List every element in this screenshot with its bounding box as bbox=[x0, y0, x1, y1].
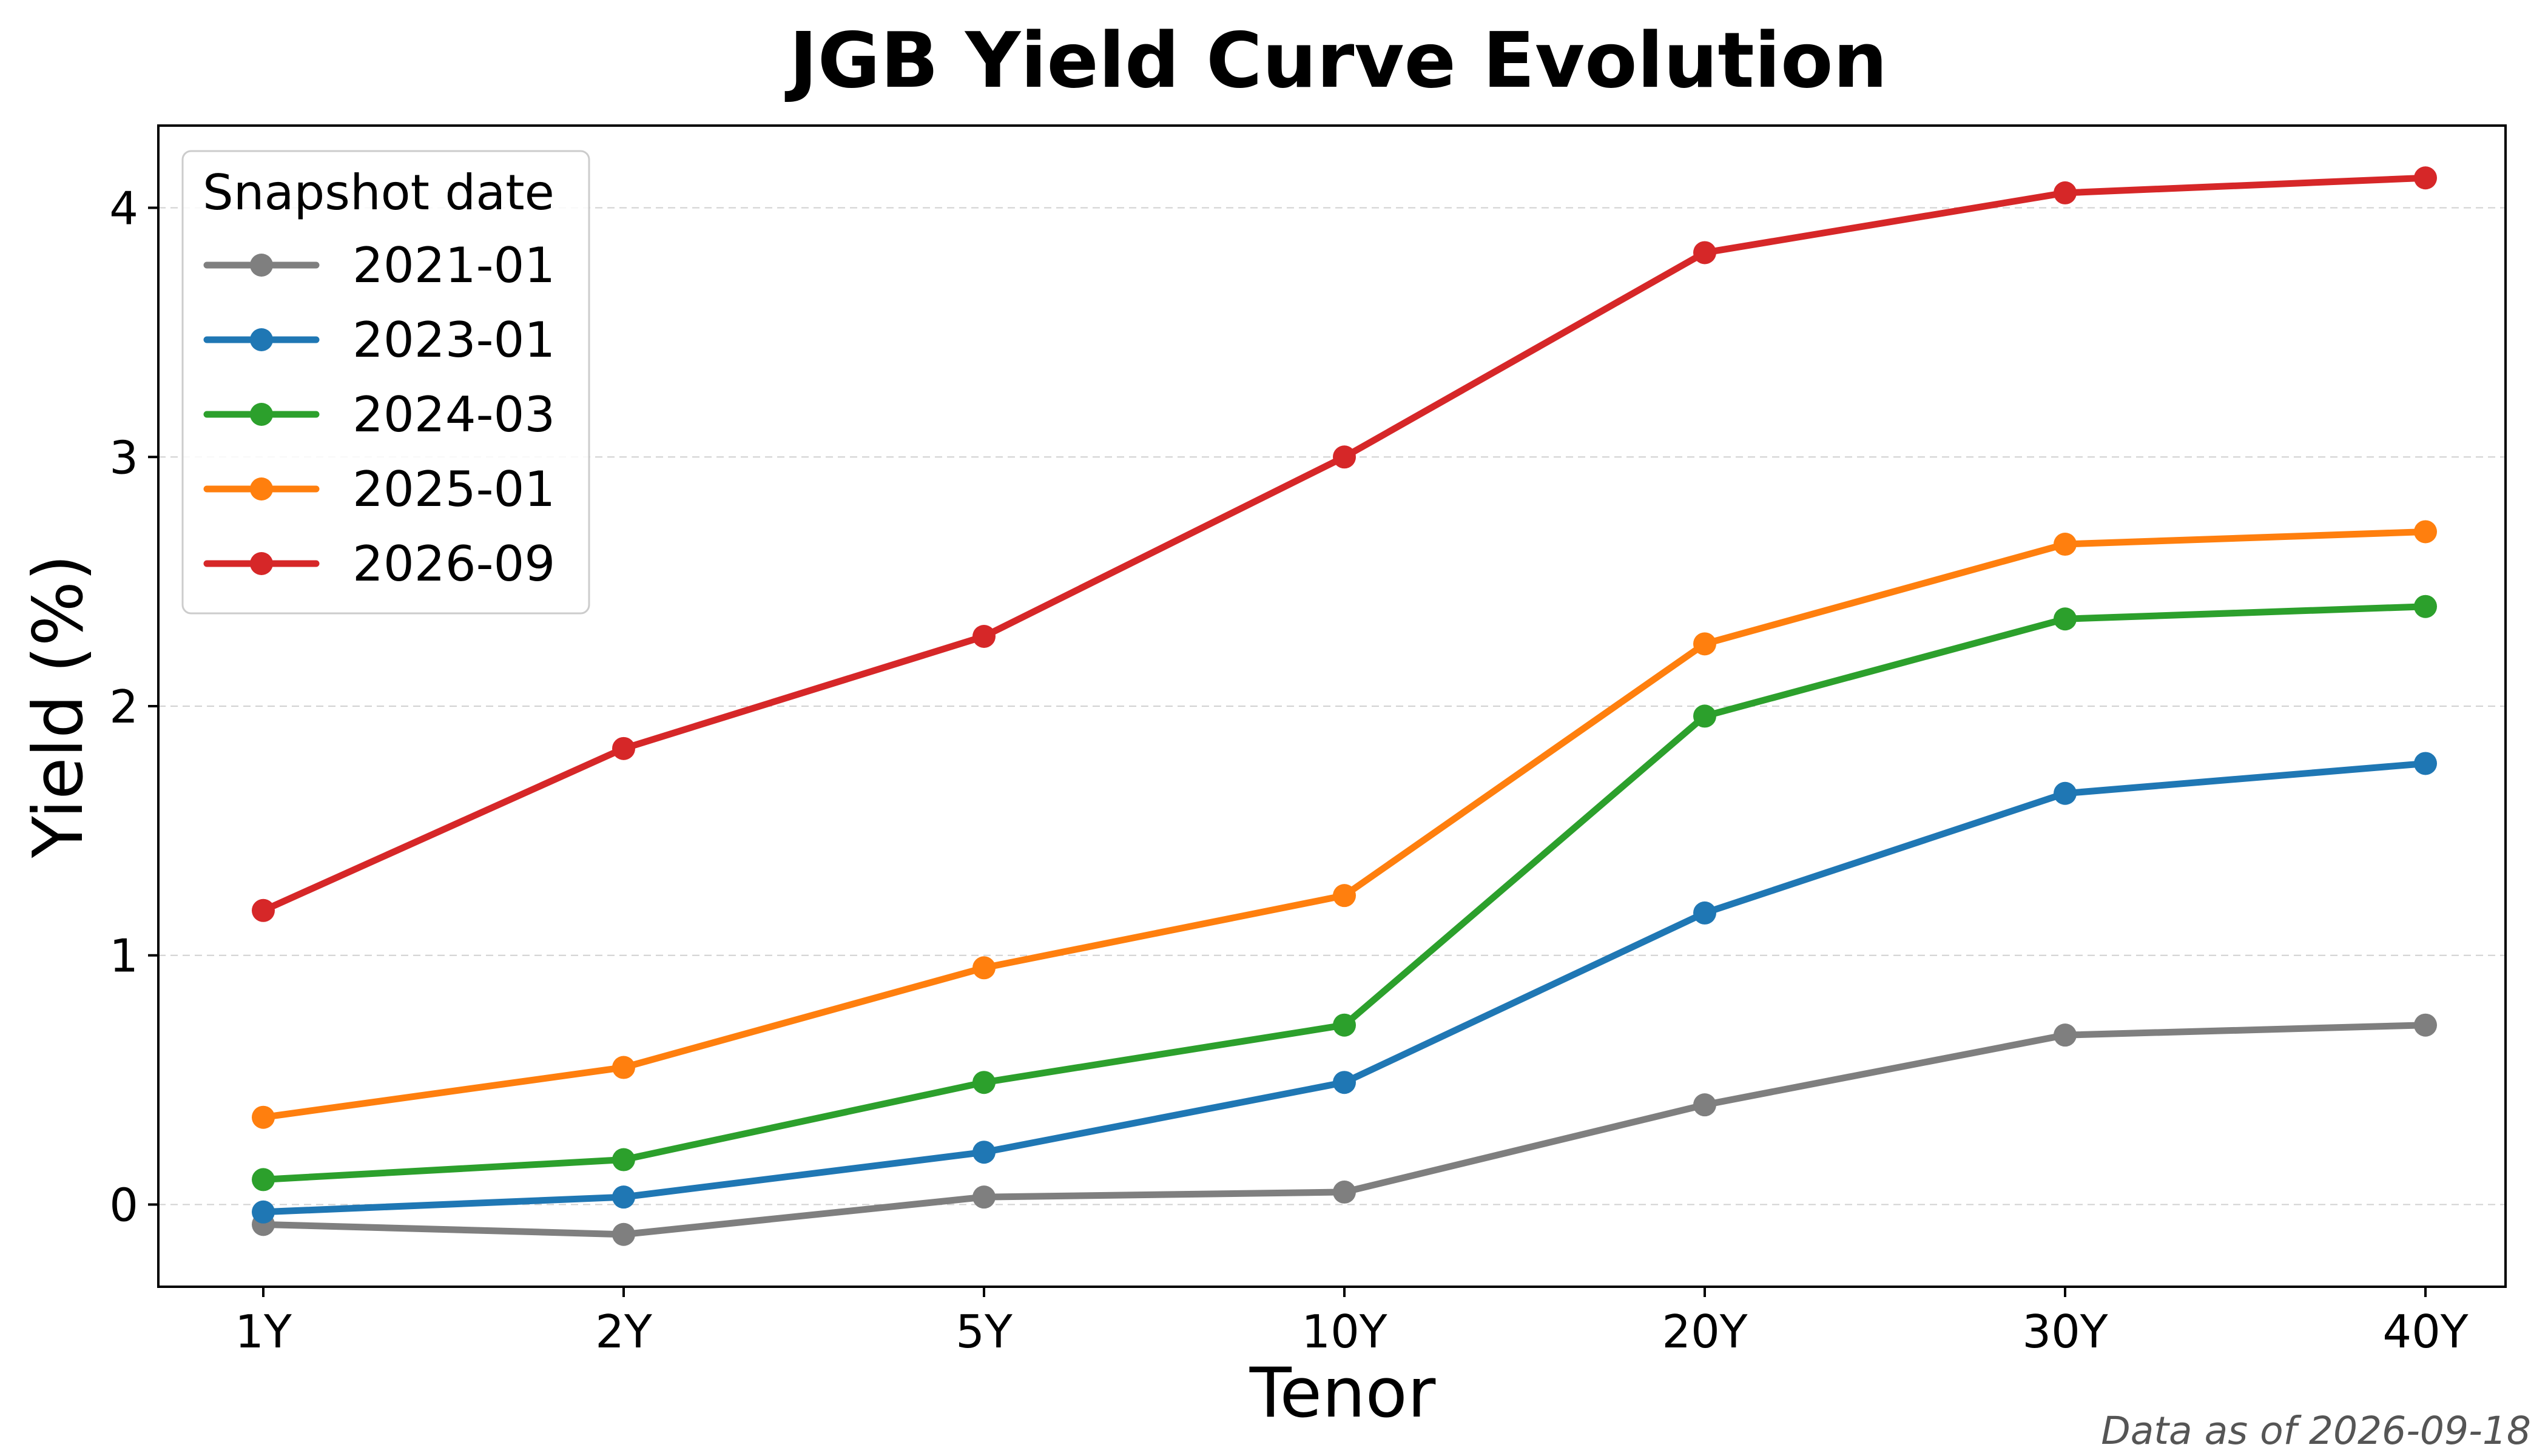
y-tick-label: 1 bbox=[109, 929, 138, 983]
x-ticks: 1Y 2Y 5Y 10Y 20Y 30Y 40Y bbox=[235, 1287, 2469, 1358]
y-tick-label: 4 bbox=[109, 182, 138, 235]
data-point-2026-09-1Y bbox=[252, 898, 275, 922]
x-tick-label: 40Y bbox=[2382, 1305, 2468, 1358]
chart-title: JGB Yield Curve Evolution bbox=[784, 16, 1887, 105]
data-point-2023-01-20Y bbox=[1693, 901, 1716, 925]
x-tick-label: 10Y bbox=[1301, 1305, 1387, 1358]
legend-title: Snapshot date bbox=[203, 164, 554, 221]
data-point-2026-09-30Y bbox=[2054, 181, 2077, 204]
data-point-2024-03-30Y bbox=[2054, 607, 2077, 631]
legend-label: 2021-01 bbox=[352, 237, 555, 294]
data-point-2023-01-5Y bbox=[972, 1141, 996, 1164]
data-point-2023-01-1Y bbox=[252, 1200, 275, 1224]
y-tick-label: 3 bbox=[109, 431, 138, 484]
data-point-2026-09-5Y bbox=[972, 624, 996, 648]
x-tick-label: 20Y bbox=[1662, 1305, 1747, 1358]
legend: Snapshot date 2021-01 2023-01 2024-03 2025-… bbox=[181, 150, 590, 615]
legend-entry-2026-09: 2026-09 bbox=[203, 536, 555, 592]
data-point-2025-01-5Y bbox=[972, 956, 996, 980]
series-markers bbox=[252, 166, 2437, 1246]
legend-label: 2023-01 bbox=[352, 312, 555, 368]
y-tick-label: 0 bbox=[109, 1178, 138, 1232]
data-point-2025-01-2Y bbox=[612, 1056, 635, 1079]
legend-entry-2025-01: 2025-01 bbox=[203, 461, 555, 517]
data-point-2021-01-40Y bbox=[2414, 1013, 2437, 1037]
x-tick-label: 5Y bbox=[956, 1305, 1013, 1358]
legend-entry-2023-01: 2023-01 bbox=[203, 312, 555, 368]
legend-swatch-marker bbox=[250, 403, 273, 426]
data-point-2026-09-40Y bbox=[2414, 166, 2437, 190]
data-point-2021-01-5Y bbox=[972, 1185, 996, 1209]
legend-swatch-marker bbox=[250, 552, 273, 575]
legend-swatch-marker bbox=[250, 254, 273, 277]
data-as-of-note: Data as of 2026-09-18 bbox=[2101, 1409, 2531, 1453]
legend-label: 2025-01 bbox=[352, 461, 555, 517]
data-point-2025-01-20Y bbox=[1693, 632, 1716, 656]
data-point-2021-01-30Y bbox=[2054, 1023, 2077, 1047]
data-point-2025-01-40Y bbox=[2414, 520, 2437, 544]
legend-entry-2021-01: 2021-01 bbox=[203, 237, 555, 294]
data-point-2024-03-40Y bbox=[2414, 595, 2437, 618]
data-point-2026-09-10Y bbox=[1333, 445, 1356, 469]
data-point-2023-01-10Y bbox=[1333, 1071, 1356, 1094]
data-point-2023-01-40Y bbox=[2414, 752, 2437, 775]
data-point-2025-01-10Y bbox=[1333, 884, 1356, 908]
data-point-2026-09-20Y bbox=[1693, 241, 1716, 265]
data-point-2021-01-10Y bbox=[1333, 1180, 1356, 1204]
x-tick-label: 30Y bbox=[2022, 1305, 2108, 1358]
data-point-2024-03-2Y bbox=[612, 1148, 635, 1171]
data-point-2024-03-20Y bbox=[1693, 704, 1716, 728]
data-point-2021-01-2Y bbox=[612, 1222, 635, 1246]
legend-swatch-marker bbox=[250, 328, 273, 351]
data-point-2024-03-10Y bbox=[1333, 1013, 1356, 1037]
data-point-2024-03-1Y bbox=[252, 1168, 275, 1191]
legend-entry-2024-03: 2024-03 bbox=[203, 386, 555, 443]
legend-label: 2024-03 bbox=[352, 386, 555, 443]
y-tick-label: 2 bbox=[109, 680, 138, 733]
x-axis-label: Tenor bbox=[1249, 1353, 1436, 1433]
y-axis-label: Yield (%) bbox=[18, 554, 98, 859]
data-point-2021-01-20Y bbox=[1693, 1093, 1716, 1117]
legend-label: 2026-09 bbox=[352, 536, 555, 592]
data-point-2025-01-1Y bbox=[252, 1105, 275, 1129]
data-point-2023-01-2Y bbox=[612, 1185, 635, 1209]
data-point-2023-01-30Y bbox=[2054, 781, 2077, 805]
data-point-2026-09-2Y bbox=[612, 736, 635, 760]
x-tick-label: 1Y bbox=[235, 1305, 292, 1358]
data-point-2024-03-5Y bbox=[972, 1071, 996, 1094]
y-ticks: 0 1 2 3 4 bbox=[109, 182, 158, 1232]
legend-swatch-marker bbox=[250, 477, 273, 500]
data-point-2025-01-30Y bbox=[2054, 533, 2077, 556]
x-tick-label: 2Y bbox=[595, 1305, 652, 1358]
